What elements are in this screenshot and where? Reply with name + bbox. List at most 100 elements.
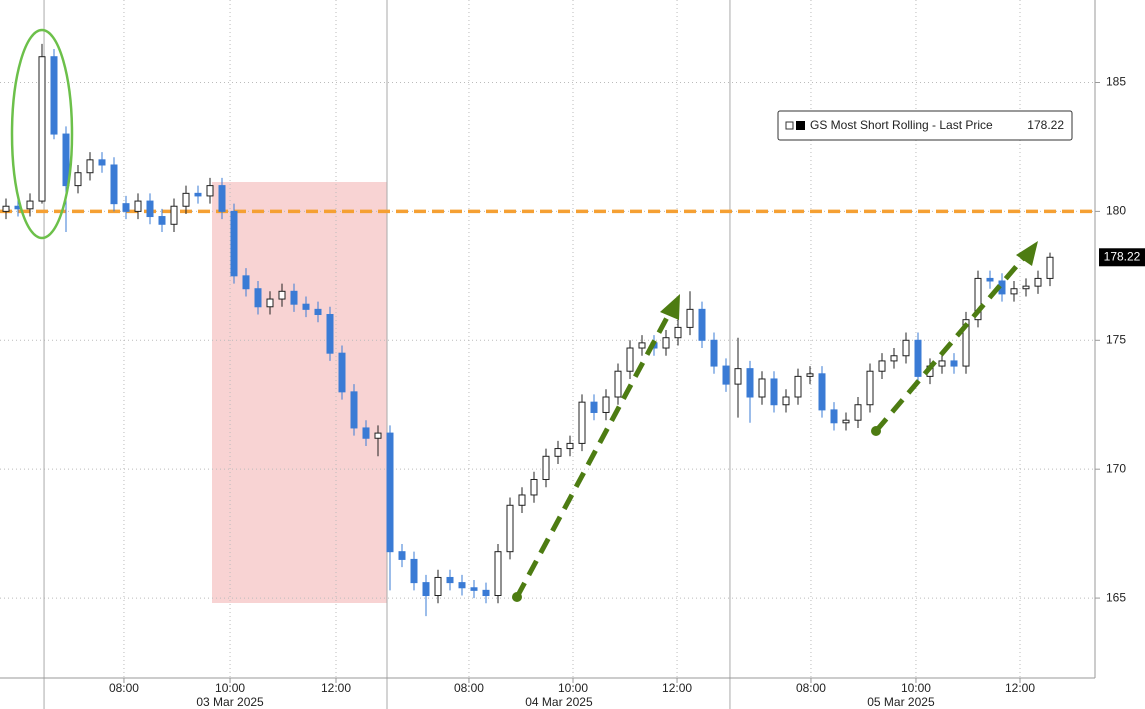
candles — [0, 43, 1095, 617]
candle-body — [278, 290, 286, 300]
candle-body — [626, 347, 634, 372]
candle-body — [518, 494, 526, 506]
candle-body — [134, 200, 142, 212]
candle-body — [1010, 288, 1018, 295]
candle-body — [170, 205, 178, 225]
candle-body — [290, 290, 298, 305]
candle-body — [398, 551, 406, 560]
candle-body — [26, 200, 34, 210]
candle-body — [590, 401, 598, 413]
candle-body — [434, 576, 442, 597]
candle-body — [770, 378, 778, 406]
trend-arrow — [512, 294, 680, 602]
candle-body — [746, 368, 754, 398]
candle-body — [386, 432, 394, 553]
candle-body — [782, 396, 790, 406]
candle-body — [506, 504, 514, 553]
candle-body — [50, 56, 58, 135]
candle-body — [962, 319, 970, 367]
candle-body — [638, 342, 646, 349]
candle-body — [254, 288, 262, 308]
candle-body — [422, 582, 430, 597]
highlight-region — [212, 182, 387, 603]
candle-body — [410, 558, 418, 584]
candle-body — [890, 355, 898, 362]
candle-body — [2, 205, 10, 212]
candle-body — [914, 339, 922, 377]
last-price-label: 178.22 — [1104, 249, 1141, 263]
x-tick-label: 08:00 — [796, 681, 826, 695]
candle-body — [758, 378, 766, 398]
candle-body — [734, 368, 742, 385]
candle-body — [902, 339, 910, 357]
date-label: 05 Mar 2025 — [867, 695, 935, 709]
candle-body — [470, 587, 478, 591]
last-price-tag: 178.22 — [1099, 248, 1145, 267]
candle-body — [446, 576, 454, 584]
candle-body — [794, 375, 802, 398]
candle-body — [662, 337, 670, 349]
candle-body — [218, 185, 226, 212]
x-tick-label: 12:00 — [662, 681, 692, 695]
candle-body — [1034, 277, 1042, 287]
y-tick-label: 165 — [1106, 590, 1126, 604]
candle-body — [74, 172, 82, 187]
candle-body — [722, 365, 730, 385]
x-tick-label: 10:00 — [901, 681, 931, 695]
candle-body — [698, 308, 706, 341]
candle-body — [842, 419, 850, 424]
date-label: 03 Mar 2025 — [196, 695, 264, 709]
candle-body — [818, 373, 826, 411]
x-tick-label: 08:00 — [109, 681, 139, 695]
candle-body — [986, 277, 994, 282]
candle-body — [146, 200, 154, 218]
candle-body — [974, 277, 982, 321]
candle-body — [194, 192, 202, 197]
candle-body — [554, 448, 562, 457]
y-tick-label: 170 — [1106, 461, 1126, 475]
candle-body — [62, 133, 70, 187]
candle-body — [1046, 256, 1054, 279]
highlight-ellipse — [10, 28, 74, 240]
candle-body — [542, 455, 550, 480]
candle-body — [362, 427, 370, 439]
trend-arrow — [871, 241, 1038, 436]
candle-body — [38, 56, 46, 202]
candle-body — [686, 308, 694, 328]
candle-body — [602, 396, 610, 413]
legend-label: GS Most Short Rolling - Last Price — [810, 118, 993, 132]
candle-body — [86, 159, 94, 174]
candle-body — [374, 432, 382, 439]
x-tick-label: 08:00 — [454, 681, 484, 695]
candle-body — [350, 391, 358, 429]
candle-body — [326, 314, 334, 354]
candle-body — [206, 185, 214, 197]
candle-body — [338, 352, 346, 393]
date-label: 04 Mar 2025 — [525, 695, 593, 709]
y-tick-label: 180 — [1106, 204, 1126, 218]
candle-body — [866, 370, 874, 406]
x-tick-label: 10:00 — [215, 681, 245, 695]
candle-body — [830, 409, 838, 424]
candle-body — [302, 303, 310, 310]
candle-body — [674, 326, 682, 339]
candle-body — [458, 582, 466, 589]
y-tick-label: 175 — [1106, 332, 1126, 346]
legend-value: 178.22 — [1027, 118, 1064, 132]
legend: GS Most Short Rolling - Last Price 178.2… — [777, 110, 1073, 141]
candle-body — [854, 404, 862, 421]
candle-body — [878, 360, 886, 372]
candle-body — [110, 164, 118, 205]
candle-body — [710, 339, 718, 367]
candle-body — [266, 298, 274, 308]
grid — [0, 0, 1095, 709]
candle-body — [566, 442, 574, 450]
candle-body — [230, 210, 238, 277]
candle-body — [98, 159, 106, 166]
candle-body — [950, 360, 958, 367]
candle-body — [614, 370, 622, 398]
x-tick-label: 12:00 — [1005, 681, 1035, 695]
candle-body — [122, 203, 130, 212]
x-tick-label: 12:00 — [321, 681, 351, 695]
